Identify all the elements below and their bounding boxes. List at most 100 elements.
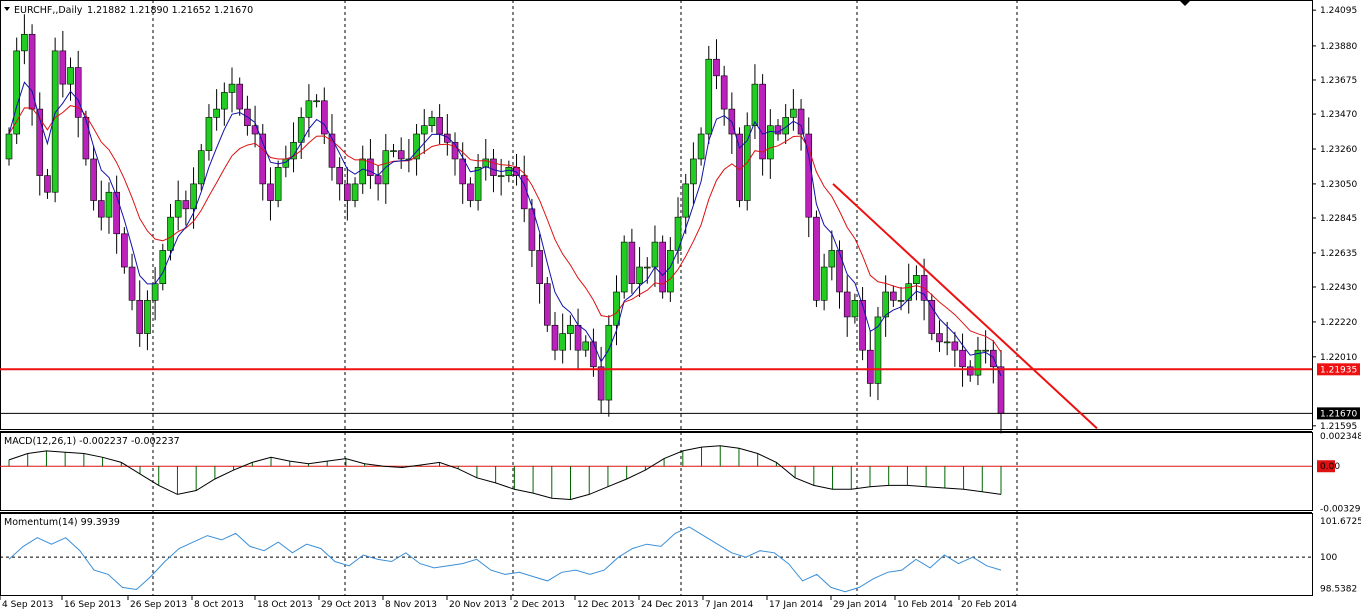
candle <box>574 324 582 351</box>
candle <box>151 283 159 301</box>
candle <box>228 83 236 93</box>
candle <box>351 183 359 201</box>
candle <box>759 83 766 160</box>
candle <box>890 291 897 301</box>
momentum-axis: 101.6725 100 98.5382 <box>1320 517 1361 595</box>
candle <box>259 133 267 185</box>
candle <box>474 166 482 201</box>
candle <box>613 291 620 326</box>
time-label: 18 Oct 2013 <box>257 600 313 610</box>
candle <box>67 67 74 85</box>
candle <box>213 108 220 118</box>
price-panel <box>0 14 1312 434</box>
candle <box>697 133 705 160</box>
time-label: 4 Sep 2013 <box>2 600 53 610</box>
price-label: 1.23470 <box>1320 110 1357 120</box>
candle <box>482 158 490 168</box>
candle <box>144 300 151 334</box>
candle <box>536 250 543 284</box>
candle <box>767 125 774 160</box>
macd-title: MACD(12,26,1) -0.002237 -0.002237 <box>4 436 180 447</box>
candle <box>174 200 182 218</box>
candle <box>797 108 805 135</box>
momentum-panel <box>0 526 1312 593</box>
candle <box>436 117 443 135</box>
candle <box>190 183 197 210</box>
candle <box>774 125 782 135</box>
time-label: 20 Feb 2014 <box>961 600 1017 610</box>
scroll-marker-icon[interactable] <box>1179 0 1191 6</box>
candle <box>713 58 720 77</box>
candle <box>628 241 636 284</box>
last-price-label: 1.21670 <box>1320 409 1357 419</box>
candle <box>497 175 505 177</box>
candle <box>528 208 536 251</box>
candle <box>720 75 728 110</box>
candle <box>813 216 820 301</box>
momentum-axis-label: 100 <box>1320 553 1337 563</box>
symbol-header: EURCHF,,Daily <box>14 5 83 16</box>
candle <box>874 316 882 384</box>
candle <box>597 366 605 401</box>
ema-slow-line <box>8 105 1002 353</box>
price-label: 1.22430 <box>1320 283 1357 293</box>
candle <box>620 241 628 293</box>
candle <box>882 291 889 318</box>
candle <box>936 333 943 343</box>
candle <box>636 266 643 284</box>
momentum-axis-label: 98.5382 <box>1320 585 1357 595</box>
candle <box>467 183 474 201</box>
candle <box>490 158 497 176</box>
candle <box>5 133 13 160</box>
candle <box>605 324 613 401</box>
macd-panel-frame <box>0 432 1313 511</box>
candle <box>782 117 789 135</box>
candle <box>413 133 420 160</box>
candle <box>105 191 113 218</box>
macd-signal-line <box>8 445 1002 501</box>
time-label: 12 Dec 2013 <box>577 600 635 610</box>
price-label: 1.23260 <box>1320 145 1357 155</box>
time-label: 10 Feb 2014 <box>897 600 953 610</box>
candle <box>344 183 351 201</box>
time-label: 8 Nov 2013 <box>385 600 437 610</box>
candle <box>274 166 282 201</box>
candle <box>905 283 913 301</box>
candle <box>651 241 659 268</box>
price-axis: 1.24095 1.23880 1.23675 1.23470 1.23260 1.230… <box>1312 6 1360 432</box>
candle <box>451 142 459 160</box>
candle <box>913 275 920 284</box>
candle <box>859 300 866 351</box>
price-label: 1.22845 <box>1320 214 1357 224</box>
candle <box>790 108 797 118</box>
price-label: 1.23050 <box>1320 180 1357 190</box>
candle <box>21 33 28 52</box>
candle <box>74 67 82 118</box>
price-label: 1.24095 <box>1320 6 1357 16</box>
macd-panel <box>0 445 1312 501</box>
candle <box>44 175 51 193</box>
candle <box>97 200 105 218</box>
macd-axis: 0.002348 0.00 -0.003299 <box>1317 432 1361 514</box>
time-label: 29 Jan 2014 <box>833 600 887 610</box>
candle <box>820 266 828 301</box>
momentum-title: Momentum(14) 99.3939 <box>4 517 120 528</box>
candle <box>13 50 20 135</box>
candle <box>590 341 597 368</box>
candle <box>82 117 90 160</box>
candle <box>128 266 136 301</box>
support-price-tag <box>1317 363 1360 376</box>
candle <box>167 216 174 251</box>
triangle-down-icon[interactable] <box>4 7 10 11</box>
candle <box>113 191 120 235</box>
candle <box>420 125 428 135</box>
candle <box>643 266 651 269</box>
momentum-panel-frame <box>0 513 1313 596</box>
candle <box>28 33 36 110</box>
time-label: 7 Jan 2014 <box>705 600 753 610</box>
candle <box>828 250 836 268</box>
candle <box>374 175 382 185</box>
candle <box>959 349 966 368</box>
candle <box>751 83 759 127</box>
candle <box>897 300 905 302</box>
